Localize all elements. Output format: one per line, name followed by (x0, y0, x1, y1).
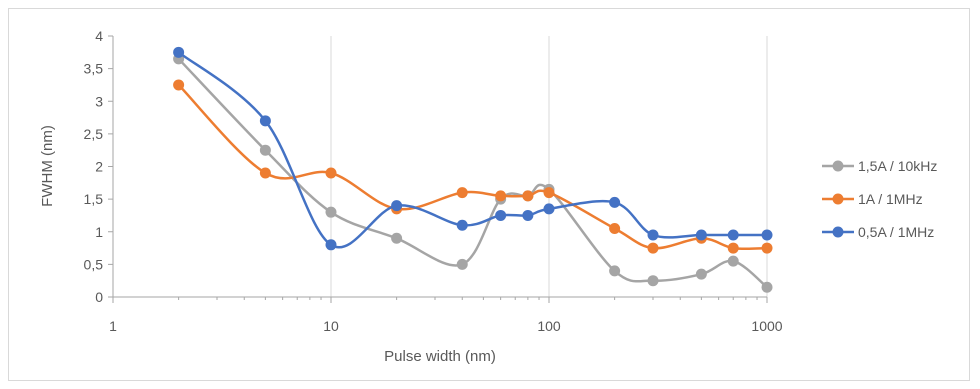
data-point (456, 219, 468, 231)
legend-label: 1A / 1MHz (858, 191, 923, 207)
legend-item: 0,5A / 1MHz (822, 224, 934, 240)
axes (108, 35, 768, 303)
data-point (495, 209, 507, 221)
data-point (695, 229, 707, 241)
data-point (647, 229, 659, 241)
x-tick-labels: 1 10 100 1000 (109, 318, 783, 334)
data-point (173, 79, 185, 91)
data-point (609, 222, 621, 234)
legend-swatch-marker (832, 193, 844, 205)
data-point (543, 203, 555, 215)
data-point (325, 239, 337, 251)
series-group (173, 46, 773, 293)
series-2 (173, 79, 773, 254)
data-point (647, 275, 659, 287)
data-point (761, 281, 773, 293)
data-point (647, 242, 659, 254)
data-point (259, 144, 271, 156)
x-tick-label: 10 (323, 318, 339, 334)
x-tick-label: 100 (537, 318, 561, 334)
y-axis-title: FWHM (nm) (39, 125, 56, 207)
data-point (495, 190, 507, 202)
legend: 1,5A / 10kHz 1A / 1MHz 0,5A / 1MHz (822, 158, 937, 240)
y-tick-label: 1,5 (84, 191, 104, 207)
data-point (259, 167, 271, 179)
data-point (522, 190, 534, 202)
legend-item: 1A / 1MHz (822, 191, 923, 207)
x-tick-label: 1000 (751, 318, 782, 334)
y-tick-label: 0 (95, 289, 103, 305)
data-point (609, 265, 621, 277)
y-tick-label: 2,5 (84, 126, 104, 142)
data-point (761, 229, 773, 241)
data-point (259, 115, 271, 127)
y-tick-label: 0,5 (84, 256, 104, 272)
legend-label: 1,5A / 10kHz (858, 158, 937, 174)
data-point (391, 200, 403, 212)
data-point (325, 167, 337, 179)
gridlines (330, 36, 768, 297)
data-point (391, 232, 403, 244)
y-tick-labels: 0 0,5 1 1,5 2 2,5 3 3,5 4 (84, 28, 104, 305)
data-point (695, 268, 707, 280)
legend-label: 0,5A / 1MHz (858, 224, 934, 240)
x-axis-title: Pulse width (nm) (384, 348, 496, 365)
data-point (325, 206, 337, 218)
legend-swatch-marker (832, 160, 844, 172)
data-point (727, 229, 739, 241)
data-point (456, 258, 468, 270)
data-point (727, 242, 739, 254)
series-line (177, 51, 767, 249)
data-point (173, 46, 185, 58)
data-point (456, 187, 468, 199)
y-tick-label: 4 (95, 28, 103, 44)
y-tick-label: 3 (95, 93, 103, 109)
data-point (543, 187, 555, 199)
legend-swatch-marker (832, 226, 844, 238)
y-tick-label: 1 (95, 224, 103, 240)
data-point (727, 255, 739, 267)
x-tick-label: 1 (109, 318, 117, 334)
y-tick-label: 2 (95, 159, 103, 175)
y-tick-label: 3,5 (84, 61, 104, 77)
legend-item: 1,5A / 10kHz (822, 158, 937, 174)
data-point (761, 242, 773, 254)
data-point (522, 209, 534, 221)
series-3 (173, 46, 773, 251)
data-point (609, 196, 621, 208)
